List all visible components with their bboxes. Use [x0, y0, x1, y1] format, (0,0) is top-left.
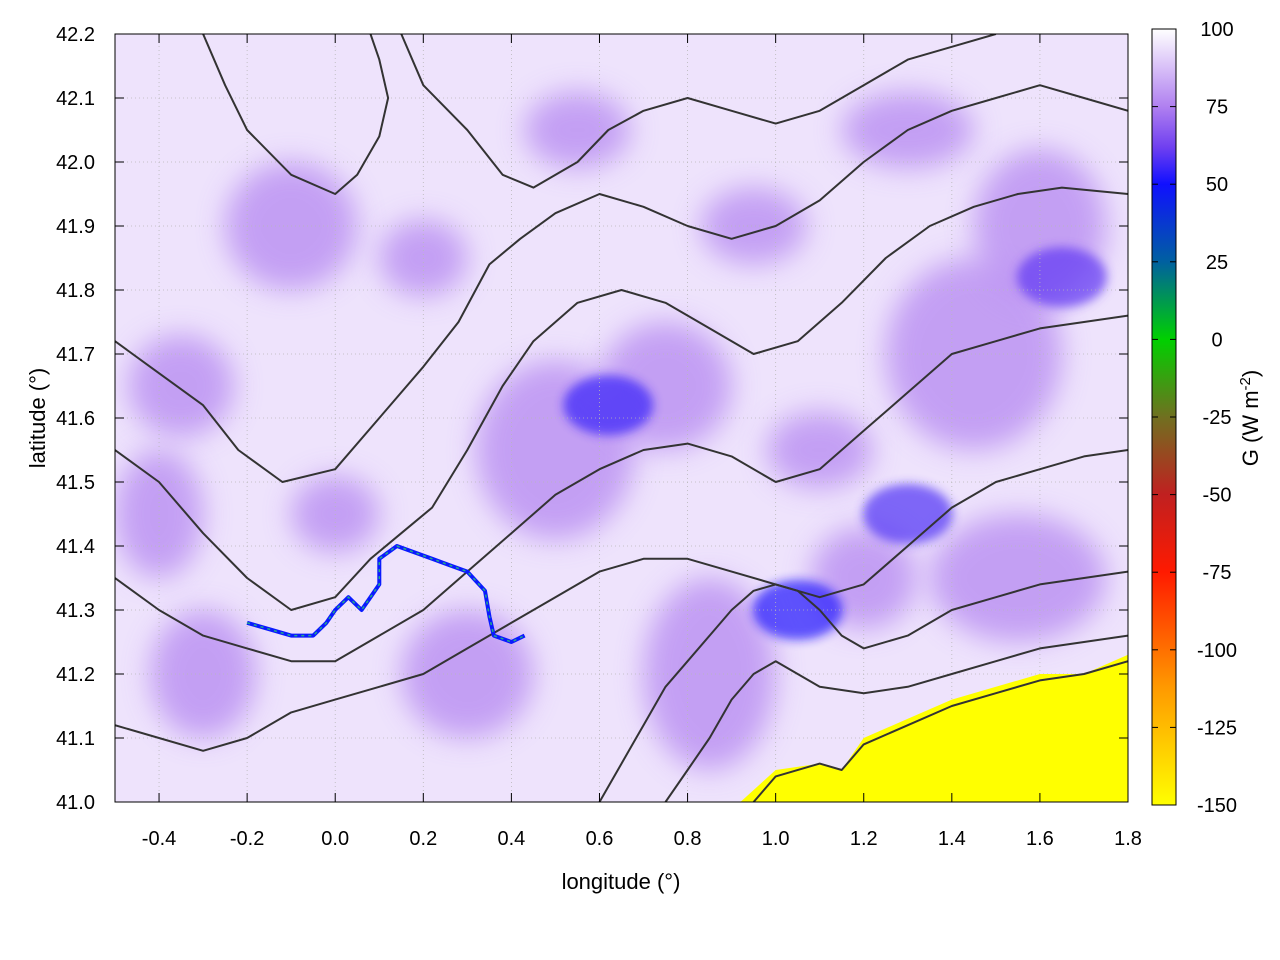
y-tick-label: 41.6	[56, 408, 95, 430]
x-tick-label: 0.6	[586, 828, 614, 850]
grid	[115, 34, 1128, 802]
x-tick-label: 1.6	[1026, 828, 1054, 850]
contour-line	[664, 634, 1128, 802]
y-tick-label: 41.4	[56, 536, 95, 558]
contour-line	[115, 84, 1128, 483]
field-patch	[643, 578, 776, 770]
colorbar-label-main: G (W m	[1238, 390, 1263, 466]
y-tick-label: 42.0	[56, 152, 95, 174]
sea-region	[740, 654, 1128, 802]
y-axis-label: latitude (°)	[25, 368, 50, 469]
field-patch	[885, 258, 1062, 450]
colorbar-tick-label: -50	[1203, 485, 1232, 507]
y-tick-label: 41.9	[56, 216, 95, 238]
contour-lines	[115, 34, 1128, 802]
colorbar-ticks: 100 75 50 25 0 -25 -50 -75 -100 -125 -150	[1152, 19, 1237, 817]
y-tick-label: 42.1	[56, 88, 95, 110]
colorbar-tick-label: 0	[1211, 329, 1222, 351]
contour-line	[115, 186, 1128, 611]
field-patch	[524, 91, 631, 169]
y-tick-label: 41.7	[56, 344, 95, 366]
contour-line	[400, 34, 997, 189]
x-tick-label: 0.4	[497, 828, 525, 850]
x-tick-label: -0.4	[142, 828, 176, 850]
river-line	[246, 544, 526, 644]
y-tick-label: 41.8	[56, 280, 95, 302]
field-dense-patch	[752, 580, 843, 640]
contour-line	[598, 570, 1128, 802]
colorbar-tick-label: -25	[1203, 407, 1232, 429]
x-tick-label: -0.2	[230, 828, 264, 850]
colorbar-tick-label: 100	[1200, 19, 1233, 41]
sea-fill	[740, 654, 1128, 802]
x-tick-label: 0.8	[674, 828, 702, 850]
x-tick-label: 1.8	[1114, 828, 1142, 850]
x-axis: -0.4 -0.2 0.0 0.2 0.4 0.6 0.8 1.0 1.2 1.4 1.6 1.8	[142, 34, 1142, 850]
field-patch	[766, 411, 873, 489]
field-dense-patch	[1016, 247, 1107, 308]
colorbar-label-exponent: -2	[1237, 377, 1254, 390]
y-tick-label: 41.0	[56, 792, 95, 814]
x-tick-label: 1.4	[938, 828, 966, 850]
field-dense-patch	[862, 484, 953, 544]
colorbar-tick-label: 25	[1206, 252, 1228, 274]
x-tick-label: 0.0	[321, 828, 349, 850]
colorbar-label-close: )	[1238, 370, 1263, 377]
y-axis: 41.0 41.1 41.2 41.3 41.4 41.5 41.6 41.7 41.8 41.9…	[56, 24, 1128, 814]
x-tick-label: 1.0	[762, 828, 790, 850]
field-dense-patch	[563, 375, 654, 436]
colorbar-tick-label: -125	[1197, 717, 1237, 739]
contour-line	[115, 314, 1128, 663]
y-tick-label: 41.3	[56, 600, 95, 622]
colorbar-tick-label: -100	[1197, 640, 1237, 662]
contour-line	[115, 449, 1128, 752]
contour-line	[752, 660, 1128, 802]
colorbar-tick-label: -75	[1203, 562, 1232, 584]
x-tick-label: 1.2	[850, 828, 878, 850]
colorbar-tick-label: 75	[1206, 97, 1228, 119]
field-patch	[929, 514, 1106, 642]
colorbar-label: G (W m-2)	[1237, 370, 1263, 466]
y-tick-label: 41.1	[56, 728, 95, 750]
y-tick-label: 41.2	[56, 664, 95, 686]
colorbar-tick-label: 50	[1206, 174, 1228, 196]
contour-line	[202, 34, 390, 195]
plot-area	[115, 34, 1128, 802]
x-tick-label: 0.2	[409, 828, 437, 850]
field-patch	[700, 187, 807, 265]
colorbar-tick-label: -150	[1197, 795, 1237, 817]
river-feature	[246, 544, 526, 644]
y-tick-label: 42.2	[56, 24, 95, 46]
field-patch	[128, 334, 234, 438]
x-axis-label: longitude (°)	[562, 869, 681, 894]
y-tick-label: 41.5	[56, 472, 95, 494]
